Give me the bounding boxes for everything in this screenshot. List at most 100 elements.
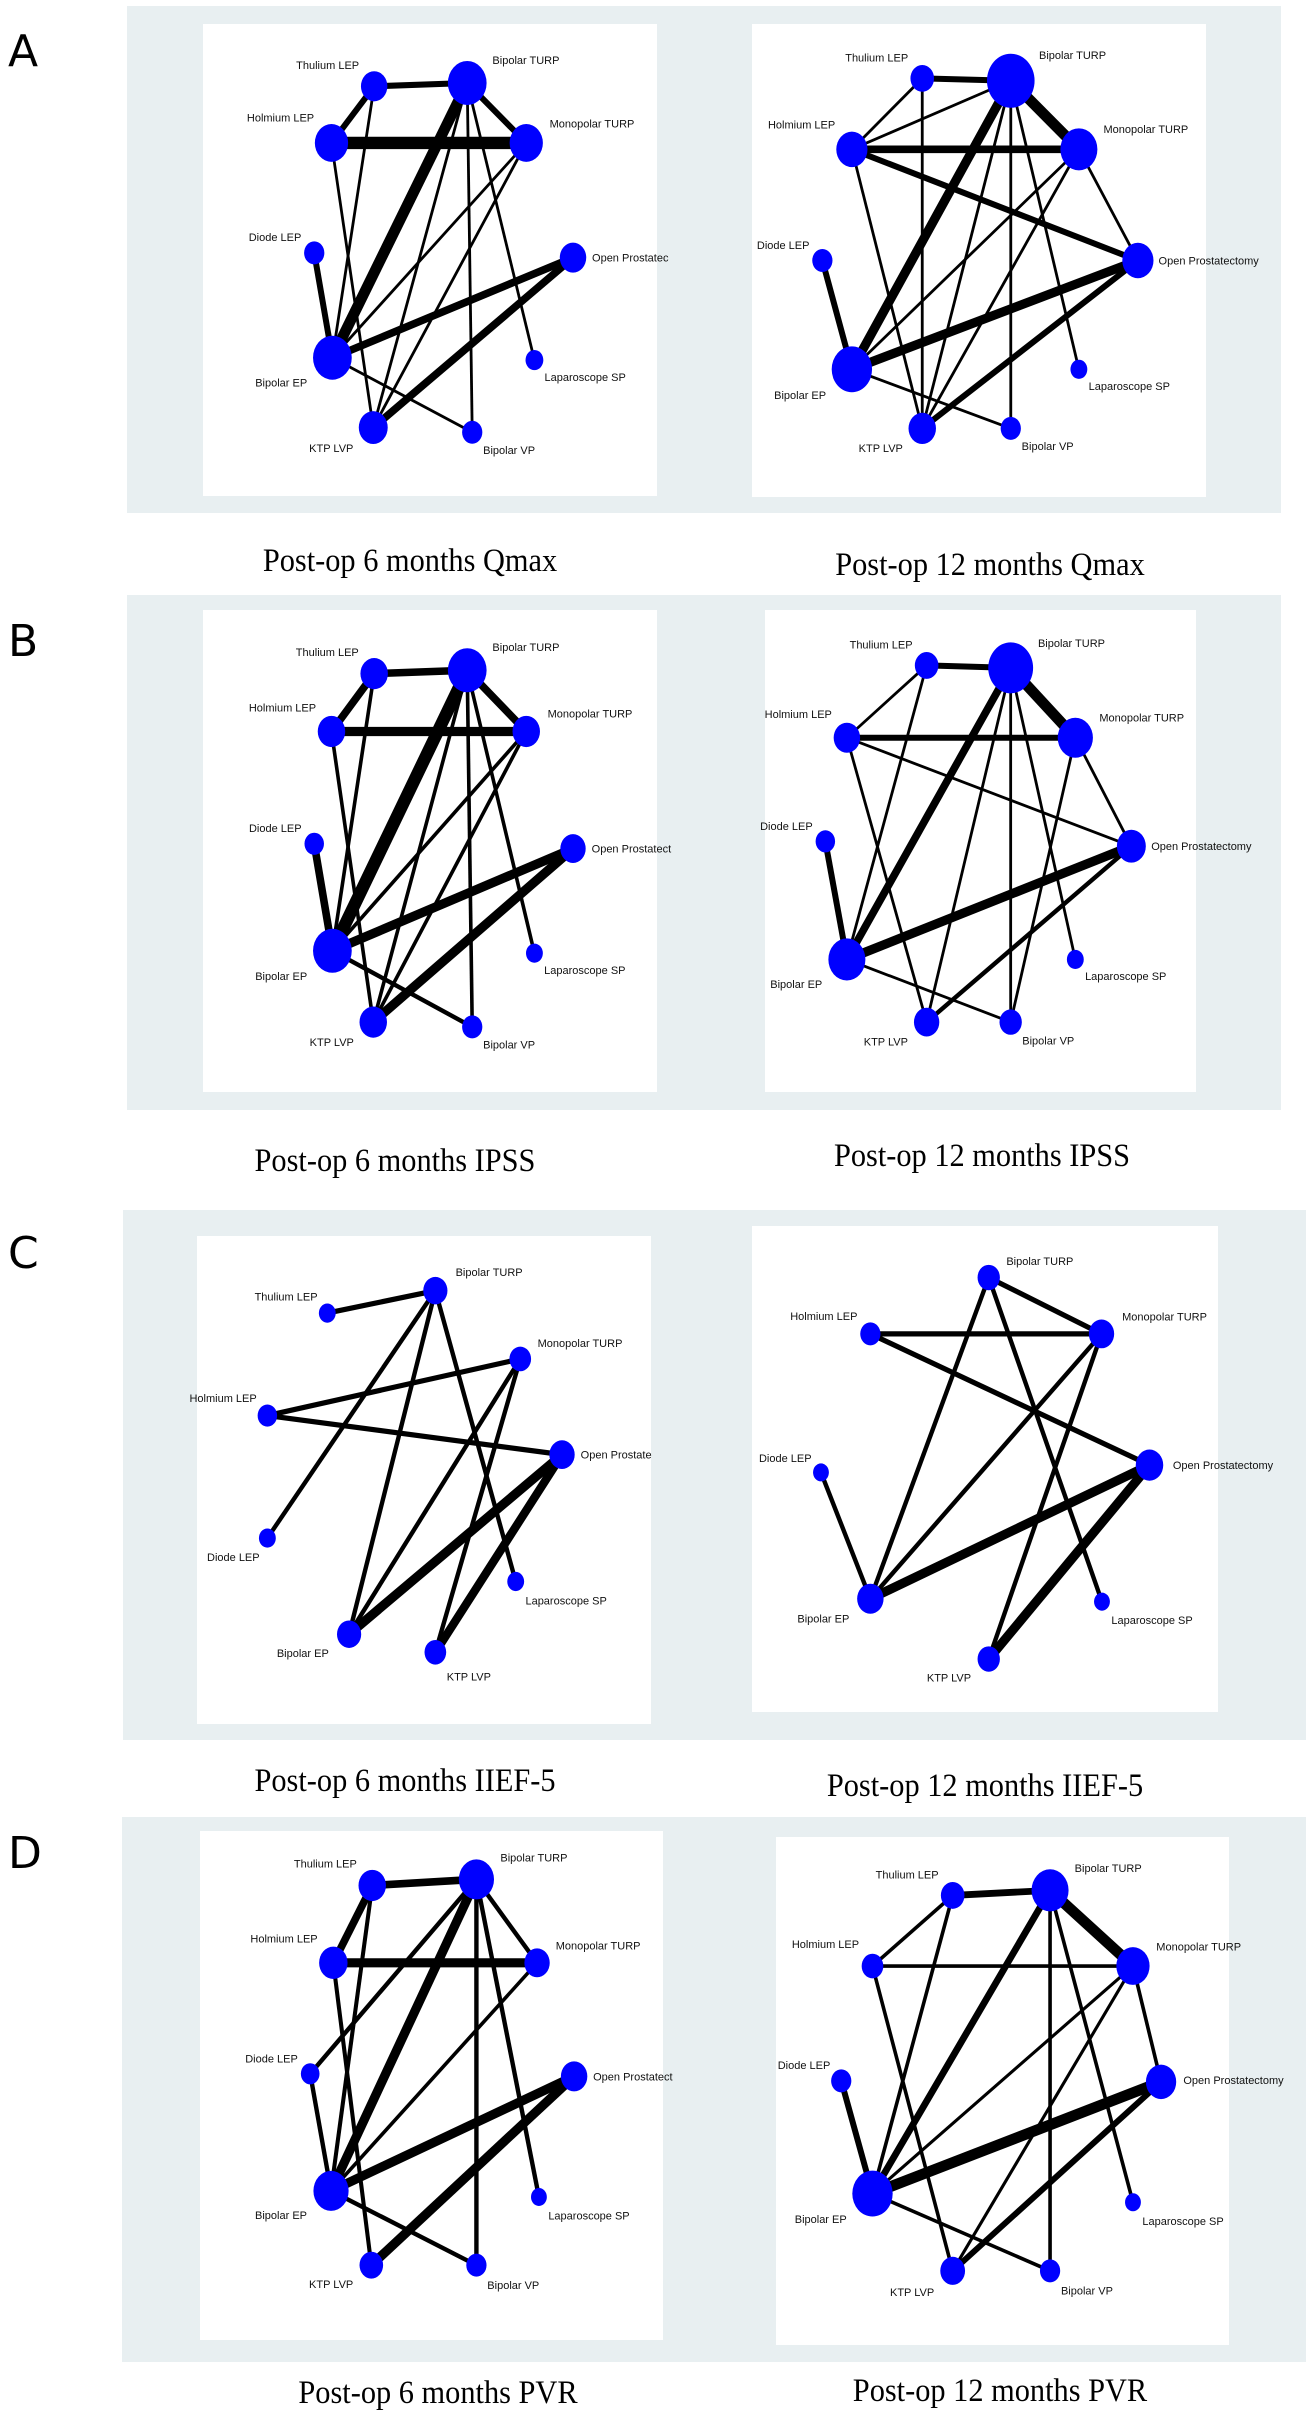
- label-holmium: Holmium LEP: [189, 1393, 256, 1405]
- node-thulium: [360, 71, 388, 102]
- edge-holmium-open: [869, 1331, 1151, 1468]
- edge-mturp-holmium: [266, 1356, 521, 1419]
- node-mturp: [1116, 1947, 1150, 1985]
- labels: Bipolar TURP Holmium LEP Monopolar TURP Dio…: [759, 1256, 1274, 1684]
- network-plot-a-left: Thulium LEP Bipolar TURP Holmium LEP Monopo…: [203, 24, 669, 496]
- edge-holmium-bturp: [851, 79, 1012, 151]
- label-diode: Diode LEP: [245, 2053, 298, 2065]
- label-holmium: Holmium LEP: [768, 119, 835, 131]
- node-thulium: [940, 1882, 965, 1909]
- label-bvp: Bipolar VP: [1022, 1035, 1074, 1047]
- network-svg-d-left: Thulium LEP Bipolar TURP Holmium LEP Monopo…: [245, 1852, 672, 2292]
- label-diode: Diode LEP: [759, 1453, 812, 1465]
- edge-bturp-diode: [308, 1877, 479, 2076]
- edge-thulium-holmium: [850, 77, 924, 151]
- node-bturp: [986, 53, 1035, 108]
- label-thulium: Thulium LEP: [255, 1291, 318, 1303]
- edge-thulium-bep: [845, 665, 928, 960]
- node-ktp: [913, 1007, 940, 1037]
- label-bvp: Bipolar VP: [1022, 441, 1074, 453]
- edge-bep-bvp: [851, 367, 1012, 430]
- nodes: [304, 648, 586, 1039]
- label-thulium: Thulium LEP: [296, 647, 359, 659]
- label-lap: Laparoscope SP: [1089, 381, 1170, 393]
- edge-holmium-open: [846, 736, 1132, 848]
- label-lap: Laparoscope SP: [544, 965, 625, 977]
- edge-mturp-bep: [871, 1964, 1134, 2195]
- node-diode: [831, 2069, 852, 2093]
- caption-d-right: Post-op 12 months PVR: [852, 2373, 1148, 2409]
- edge-mturp-ktp: [986, 1333, 1104, 1660]
- label-holmium: Holmium LEP: [792, 1939, 859, 1951]
- edge-open-bep: [346, 1451, 565, 1638]
- node-mturp: [1088, 1319, 1115, 1349]
- node-mturp: [509, 124, 543, 162]
- node-bep: [857, 1583, 884, 1614]
- edge-mturp-ktp: [371, 730, 528, 1023]
- labels: Thulium LEP Bipolar TURP Holmium LEP Monopo…: [760, 638, 1252, 1048]
- caption-b-left: Post-op 6 months IPSS: [254, 1143, 536, 1179]
- label-bturp: Bipolar TURP: [456, 1267, 523, 1279]
- node-bturp: [447, 648, 487, 693]
- edge-mturp-open: [1074, 737, 1133, 847]
- edge-mturp-ktp: [372, 142, 528, 429]
- label-ktp: KTP LVP: [309, 443, 353, 455]
- edge-bturp-bep: [327, 80, 473, 361]
- edge-bturp-diode: [265, 1289, 438, 1540]
- edge-bturp-bep: [843, 665, 1014, 962]
- edge-open-bep: [868, 1460, 1152, 1603]
- node-bep: [313, 2170, 349, 2211]
- edge-holmium-open: [267, 1413, 563, 1458]
- network-plot-d-right: Thulium LEP Bipolar TURP Holmium LEP Monopo…: [776, 1837, 1284, 2345]
- node-thulium: [360, 658, 388, 690]
- nodes: [815, 642, 1146, 1037]
- label-bvp: Bipolar VP: [483, 1040, 535, 1052]
- label-bturp: Bipolar TURP: [1039, 50, 1106, 62]
- label-lap: Laparoscope SP: [1111, 1615, 1192, 1627]
- node-ktp: [359, 2251, 384, 2279]
- caption-a-left: Post-op 6 months Qmax: [262, 543, 558, 579]
- label-open: Open Prostatect: [592, 844, 672, 856]
- node-open: [549, 1440, 575, 1470]
- row-label-d: D: [8, 1828, 42, 1879]
- edge-mturp-bep: [347, 1357, 523, 1636]
- caption-c-left: Post-op 6 months IIEF-5: [254, 1763, 556, 1799]
- nodes: [813, 1264, 1164, 1672]
- edge-bturp-ktp: [371, 669, 469, 1023]
- edge-open-ktp: [920, 258, 1140, 431]
- node-lap: [530, 2187, 547, 2206]
- node-holmium: [860, 1322, 881, 1346]
- edge-open-ktp: [985, 1462, 1154, 1662]
- node-holmium: [836, 131, 868, 168]
- label-mturp: Monopolar TURP: [538, 1338, 623, 1350]
- node-ktp: [908, 412, 936, 445]
- edge-mturp-ktp: [921, 148, 1081, 430]
- caption-c-right: Post-op 12 months IIEF-5: [826, 1768, 1144, 1804]
- caption-a-right: Post-op 12 months Qmax: [835, 547, 1145, 583]
- node-bvp: [466, 2253, 487, 2277]
- node-bturp: [977, 1264, 1000, 1291]
- edge-open-ktp: [431, 1452, 566, 1655]
- edge-bep-bvp: [871, 2191, 1051, 2273]
- edge-bturp-ktp: [371, 82, 469, 428]
- node-mturp: [1060, 128, 1098, 171]
- label-bturp: Bipolar TURP: [492, 55, 559, 67]
- network-svg-c-left: Bipolar TURP Thulium LEP Monopolar TURP Hol…: [189, 1267, 651, 1684]
- edges: [818, 1275, 1154, 1662]
- edge-open-bep: [850, 256, 1140, 374]
- label-open: Open Prostatectomy: [1159, 256, 1260, 268]
- caption-b-right: Post-op 12 months IPSS: [833, 1138, 1131, 1174]
- label-diode: Diode LEP: [207, 1552, 260, 1564]
- edge-mturp-bep: [868, 1332, 1104, 1601]
- labels: Thulium LEP Bipolar TURP Holmium LEP Monopo…: [245, 1852, 672, 2292]
- edge-thulium-bep: [330, 673, 376, 952]
- node-bturp: [1031, 1869, 1069, 1912]
- label-bvp: Bipolar VP: [487, 2280, 539, 2292]
- edge-thulium-bep: [329, 1885, 375, 2192]
- row-label-c: C: [8, 1228, 39, 1279]
- label-ktp: KTP LVP: [890, 2287, 934, 2299]
- label-bep: Bipolar EP: [255, 971, 307, 983]
- node-lap: [1094, 1592, 1110, 1611]
- node-thulium: [914, 652, 939, 679]
- network-plot-a-right: Thulium LEP Bipolar TURP Holmium LEP Monopo…: [752, 24, 1259, 497]
